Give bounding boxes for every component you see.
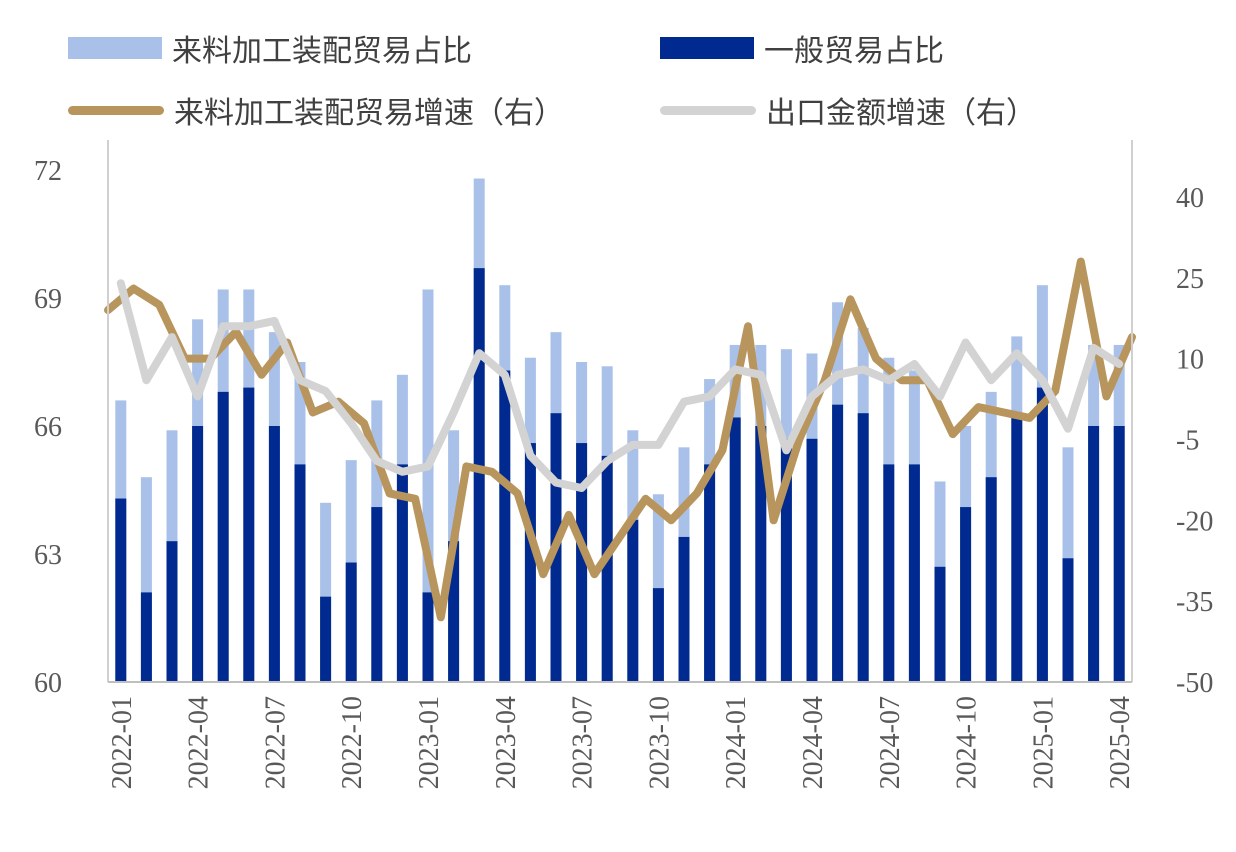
x-tick-label-5: 2023-04 — [491, 696, 522, 789]
right-tick-label-0: -50 — [1176, 668, 1213, 699]
bar-general-share-30 — [883, 464, 895, 682]
legend-item-processing-growth: 来料加工装配贸易增速（右） — [68, 88, 564, 132]
bar-general-share-19 — [601, 455, 613, 682]
line-layer — [104, 257, 1136, 622]
line-processing-growth — [104, 257, 1136, 622]
x-tick-label-10: 2024-07 — [875, 696, 906, 789]
legend-label-processing-growth: 来料加工装配贸易增速（右） — [174, 96, 564, 131]
bar-general-share-32 — [934, 566, 946, 682]
x-tick-label-7: 2023-10 — [644, 696, 675, 789]
bar-general-share-0 — [115, 498, 127, 682]
bar-general-share-34 — [985, 477, 997, 682]
legend-item-general-share: 一般贸易占比 — [660, 26, 944, 70]
legend-label-export-growth: 出口金额增速（右） — [766, 96, 1036, 131]
bar-general-share-2 — [166, 541, 178, 682]
x-tick-label-3: 2022-10 — [337, 696, 368, 789]
bar-general-share-8 — [320, 596, 332, 682]
right-tick-label-6: 40 — [1176, 183, 1204, 214]
bar-general-share-33 — [960, 507, 972, 682]
legend-swatch-processing-growth — [68, 105, 164, 115]
legend-swatch-processing-share — [68, 37, 162, 59]
bar-general-share-12 — [422, 592, 434, 682]
bar-general-share-26 — [780, 438, 792, 682]
right-tick-label-5: 25 — [1176, 264, 1204, 295]
bar-general-share-11 — [396, 464, 408, 682]
bar-general-share-1 — [140, 592, 152, 682]
bar-general-share-31 — [908, 464, 920, 682]
bar-general-share-4 — [217, 391, 229, 682]
bar-layer — [115, 178, 1125, 683]
x-tick-label-8: 2024-01 — [721, 696, 752, 789]
bar-general-share-28 — [832, 404, 844, 682]
bar-general-share-21 — [652, 588, 664, 682]
bar-general-share-16 — [524, 443, 536, 682]
x-tick-label-12: 2025-01 — [1028, 696, 1059, 789]
bar-general-share-10 — [371, 507, 383, 682]
bar-general-share-24 — [729, 417, 741, 682]
legend-label-general-share: 一般贸易占比 — [764, 34, 944, 69]
x-tick-label-1: 2022-04 — [184, 696, 215, 789]
legend-item-processing-share: 来料加工装配贸易占比 — [68, 26, 472, 70]
left-tick-label-1: 63 — [34, 540, 62, 571]
x-tick-label-9: 2024-04 — [798, 696, 829, 789]
bar-general-share-27 — [806, 438, 818, 682]
line-export-growth — [116, 279, 1124, 492]
bar-processing-share-8 — [320, 502, 332, 682]
bar-general-share-15 — [499, 370, 511, 682]
x-tick-label-11: 2024-10 — [952, 696, 983, 789]
bar-general-share-22 — [678, 536, 690, 682]
right-tick-label-1: -35 — [1176, 587, 1213, 618]
bar-general-share-14 — [473, 268, 485, 682]
left-tick-label-2: 66 — [34, 412, 62, 443]
left-tick-label-4: 72 — [34, 156, 62, 187]
bar-processing-share-12 — [422, 289, 434, 682]
x-tick-label-0: 2022-01 — [107, 696, 138, 789]
bar-general-share-18 — [576, 443, 588, 682]
bar-general-share-7 — [294, 464, 306, 682]
legend-item-export-growth: 出口金额增速（右） — [660, 88, 1036, 132]
bar-general-share-38 — [1088, 426, 1100, 682]
bar-general-share-39 — [1113, 426, 1125, 682]
x-tick-label-6: 2023-07 — [568, 696, 599, 789]
bar-general-share-35 — [1011, 413, 1023, 682]
bar-general-share-6 — [268, 426, 280, 682]
legend-swatch-export-growth — [660, 105, 756, 115]
axes-layer: 60 63 66 69 72 -50 -35 -20 -5 10 25 40 2022-01 2022-0… — [34, 140, 1213, 789]
bar-general-share-37 — [1062, 558, 1074, 682]
bar-processing-share-1 — [140, 477, 152, 682]
left-tick-label-3: 69 — [34, 284, 62, 315]
right-tick-label-2: -20 — [1176, 506, 1213, 537]
right-tick-label-4: 10 — [1176, 345, 1204, 376]
bar-general-share-23 — [704, 464, 716, 682]
bar-general-share-20 — [627, 519, 639, 682]
right-tick-label-3: -5 — [1176, 425, 1199, 456]
x-tick-label-2: 2022-07 — [260, 696, 291, 789]
legend-label-processing-share: 来料加工装配贸易占比 — [172, 34, 472, 69]
legend-swatch-general-share — [660, 37, 754, 59]
x-tick-label-13: 2025-04 — [1105, 696, 1136, 789]
bar-general-share-29 — [857, 413, 869, 682]
bar-general-share-3 — [192, 426, 204, 682]
chart-legend: 来料加工装配贸易占比 一般贸易占比 来料加工装配贸易增速（右） 出口金额增速（右… — [0, 0, 1236, 140]
bar-general-share-13 — [448, 541, 460, 682]
x-tick-label-4: 2023-01 — [414, 696, 445, 789]
bar-general-share-25 — [755, 426, 767, 682]
bar-general-share-9 — [345, 562, 357, 682]
bar-general-share-36 — [1036, 387, 1048, 682]
left-tick-label-0: 60 — [34, 668, 62, 699]
bar-processing-share-21 — [652, 494, 664, 682]
bar-general-share-5 — [243, 387, 255, 682]
